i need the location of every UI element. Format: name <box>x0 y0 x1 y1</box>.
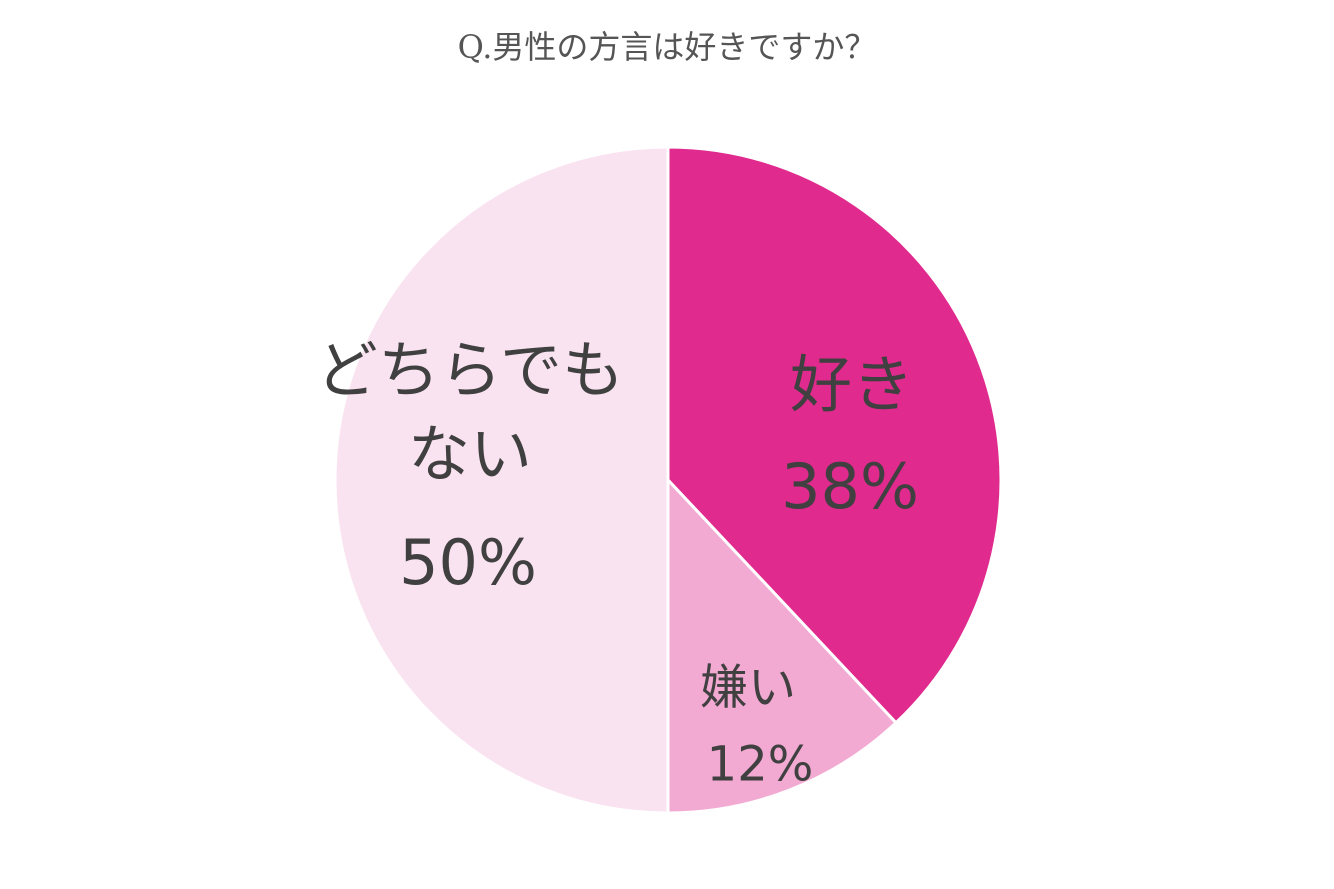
slice-value-label: 12% <box>706 736 814 793</box>
pie-slice <box>666 145 1003 725</box>
slice-category-label: 好き <box>789 348 915 422</box>
slice-value-label: 50% <box>399 526 537 600</box>
slice-category-label: 嫌い <box>699 659 797 716</box>
pie-slice <box>333 145 670 815</box>
chart-title: Q.男性の方言は好きですか？ <box>457 28 877 66</box>
slice-value-label: 38% <box>781 450 919 524</box>
slice-category-label: どちらでもない <box>315 333 625 490</box>
pie-slice <box>666 476 899 815</box>
